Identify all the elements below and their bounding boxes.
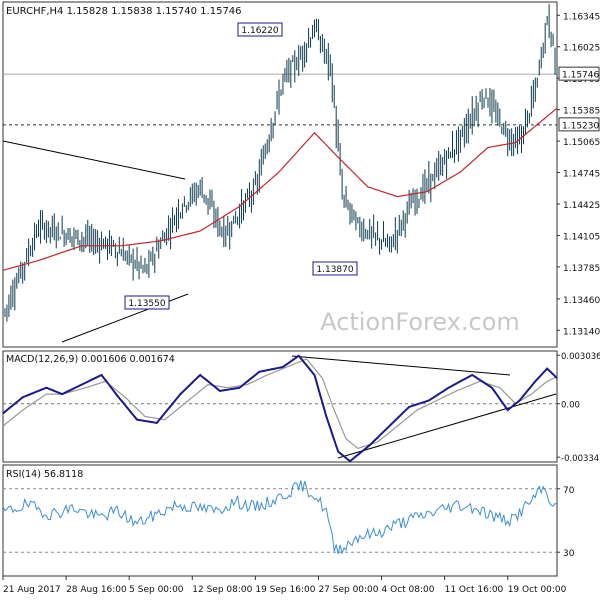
x-tick-label: 5 Sep 00:00 (129, 585, 184, 595)
macd-y-tick-label: -0.003347 (561, 454, 600, 464)
current-price-label: 1.15746 (562, 71, 599, 81)
price-y-tick-label: 1.16345 (563, 12, 600, 22)
level-line-label-box (558, 117, 600, 132)
rsi-title: RSI(14) 56.8118 (6, 469, 83, 480)
x-tick-label: 27 Sep 00:00 (318, 585, 378, 595)
price-y-tick-label: 1.16025 (563, 44, 600, 54)
macd-trendline-lower (337, 393, 557, 459)
x-tick-label: 12 Sep 08:00 (192, 585, 252, 595)
price-y-tick-label: 1.13460 (563, 296, 600, 306)
price-y-tick-label: 1.13785 (563, 264, 600, 274)
price-y-tick-label: 1.15065 (563, 138, 600, 148)
price-annotation-label: 1.13870 (316, 265, 353, 275)
macd-signal-line (2, 358, 558, 450)
price-panel-frame (2, 1, 558, 348)
x-tick-label: 21 Aug 2017 (3, 585, 61, 595)
macd-title: MACD(12,26,9) 0.001606 0.001674 (6, 354, 175, 365)
watermark: ActionForex.com (320, 308, 520, 336)
x-tick-label: 28 Aug 16:00 (66, 585, 127, 595)
price-annotation-label: 1.16220 (241, 26, 278, 36)
current-price-label-box (558, 66, 600, 81)
price-annotation-box (312, 261, 358, 276)
x-tick-label: 19 Sep 16:00 (255, 585, 315, 595)
macd-trendline-upper (291, 355, 511, 376)
macd-y-tick-label: 0.00 (561, 401, 580, 411)
price-y-tick-label: 1.15385 (563, 107, 600, 117)
x-tick-label: 19 Oct 00:00 (508, 585, 567, 595)
rsi-line (2, 480, 558, 556)
price-y-tick-label: 1.14105 (563, 232, 600, 242)
price-annotation-box (237, 22, 283, 37)
level-line-label: 1.15230 (562, 121, 599, 131)
price-annotation-box (124, 295, 170, 310)
price-annotation-label: 1.13550 (128, 299, 165, 309)
price-y-tick-label: 1.14425 (563, 201, 600, 211)
macd-y-tick-label: 0.003036 (561, 352, 600, 362)
x-tick-label: 11 Oct 16:00 (445, 585, 504, 595)
price-trendline-upper (2, 140, 186, 180)
x-tick-label: 4 Oct 08:00 (382, 585, 435, 595)
rsi-y-tick-label: 30 (563, 549, 575, 559)
price-y-tick-label: 1.14745 (563, 170, 600, 180)
moving-average-line (2, 107, 558, 271)
rsi-y-tick-label: 70 (563, 486, 575, 496)
rsi-panel-frame (2, 464, 558, 577)
price-chart-title: EURCHF,H4 1.15828 1.15838 1.15740 1.1574… (6, 6, 242, 17)
macd-macd-line (2, 354, 558, 463)
price-y-tick-label: 1.13140 (563, 327, 600, 337)
